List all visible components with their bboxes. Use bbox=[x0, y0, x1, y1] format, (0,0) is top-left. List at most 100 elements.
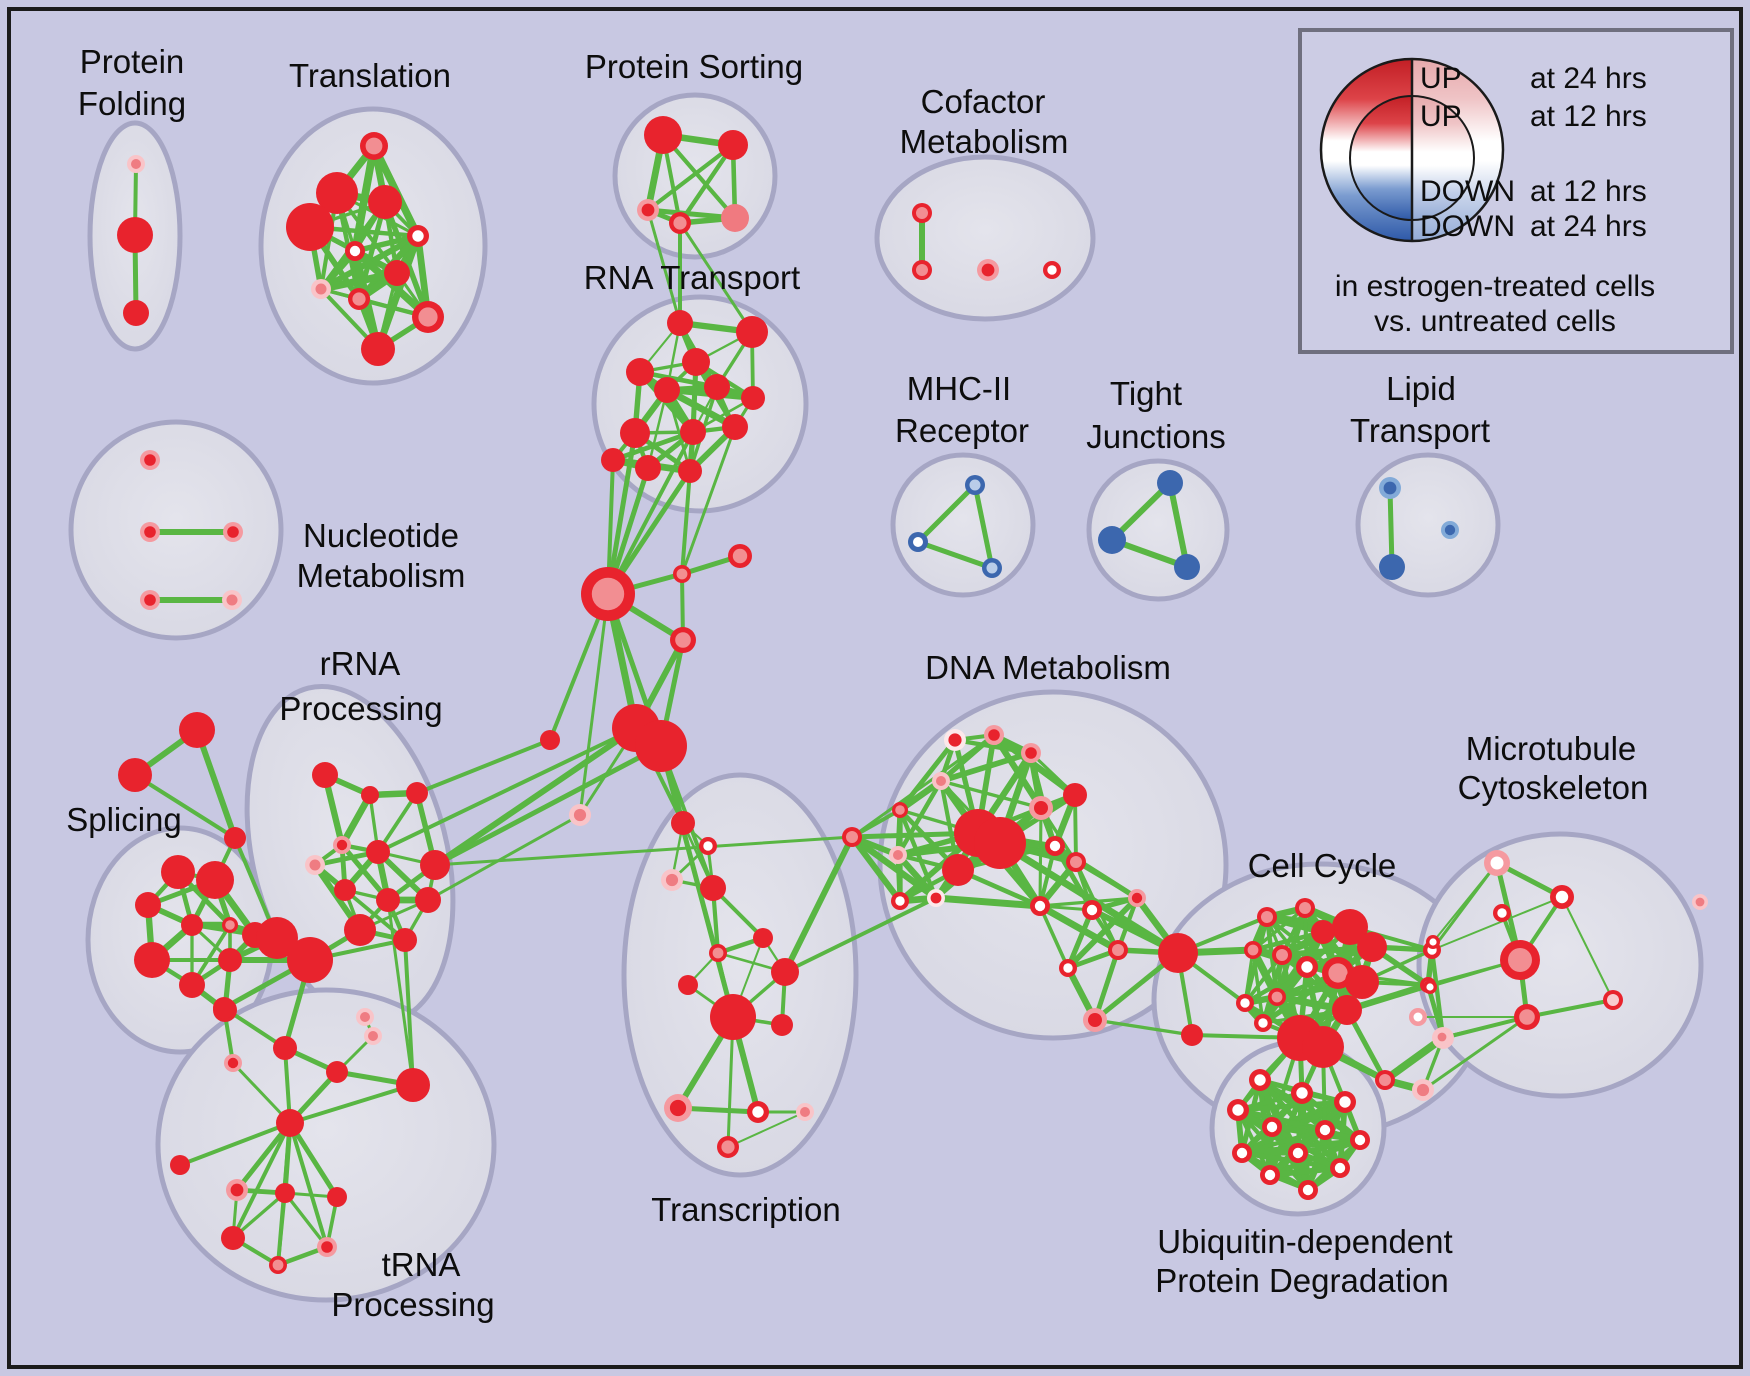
network-node[interactable] bbox=[118, 758, 152, 792]
network-node[interactable] bbox=[179, 712, 215, 748]
network-node[interactable] bbox=[366, 840, 390, 864]
network-node[interactable] bbox=[741, 386, 765, 410]
network-node[interactable] bbox=[569, 804, 591, 826]
network-node[interactable] bbox=[222, 590, 242, 610]
network-node[interactable] bbox=[333, 836, 351, 854]
network-node[interactable] bbox=[1098, 526, 1126, 554]
network-node[interactable] bbox=[635, 455, 661, 481]
network-node[interactable] bbox=[974, 817, 1026, 869]
network-node[interactable] bbox=[1332, 909, 1368, 945]
network-node[interactable] bbox=[1350, 1130, 1370, 1150]
network-node[interactable] bbox=[908, 532, 928, 552]
network-node[interactable] bbox=[984, 725, 1004, 745]
network-node[interactable] bbox=[140, 450, 160, 470]
network-node[interactable] bbox=[1692, 894, 1708, 910]
network-node[interactable] bbox=[345, 241, 365, 261]
network-node[interactable] bbox=[944, 729, 966, 751]
network-node[interactable] bbox=[661, 869, 683, 891]
network-node[interactable] bbox=[127, 155, 145, 173]
network-node[interactable] bbox=[728, 544, 752, 568]
network-node[interactable] bbox=[275, 1183, 295, 1203]
network-node[interactable] bbox=[1181, 1024, 1203, 1046]
network-node[interactable] bbox=[1232, 1143, 1252, 1163]
network-node[interactable] bbox=[1296, 956, 1318, 978]
network-node[interactable] bbox=[671, 811, 695, 835]
network-node[interactable] bbox=[276, 1109, 304, 1137]
network-node[interactable] bbox=[704, 374, 730, 400]
network-node[interactable] bbox=[364, 1027, 382, 1045]
network-node[interactable] bbox=[1375, 1070, 1395, 1090]
network-node[interactable] bbox=[360, 132, 388, 160]
network-node[interactable] bbox=[312, 762, 338, 788]
network-node[interactable] bbox=[1332, 995, 1362, 1025]
network-node[interactable] bbox=[1158, 933, 1198, 973]
network-node[interactable] bbox=[927, 889, 945, 907]
network-node[interactable] bbox=[334, 879, 356, 901]
network-node[interactable] bbox=[396, 1068, 430, 1102]
network-node[interactable] bbox=[1066, 852, 1086, 872]
network-node[interactable] bbox=[1227, 1099, 1249, 1121]
network-node[interactable] bbox=[667, 310, 693, 336]
network-node[interactable] bbox=[1021, 743, 1041, 763]
network-node[interactable] bbox=[1268, 988, 1286, 1006]
network-node[interactable] bbox=[680, 419, 706, 445]
network-node[interactable] bbox=[1357, 932, 1387, 962]
network-node[interactable] bbox=[407, 225, 429, 247]
network-node[interactable] bbox=[1484, 850, 1510, 876]
network-node[interactable] bbox=[965, 475, 985, 495]
network-node[interactable] bbox=[1288, 1143, 1308, 1163]
network-node[interactable] bbox=[1500, 940, 1540, 980]
network-node[interactable] bbox=[179, 972, 205, 998]
network-node[interactable] bbox=[771, 958, 799, 986]
network-node[interactable] bbox=[134, 942, 170, 978]
network-node[interactable] bbox=[269, 1256, 287, 1274]
network-node[interactable] bbox=[273, 1036, 297, 1060]
network-node[interactable] bbox=[406, 782, 428, 804]
network-node[interactable] bbox=[1272, 945, 1292, 965]
network-node[interactable] bbox=[196, 861, 234, 899]
network-node[interactable] bbox=[1063, 783, 1087, 807]
network-node[interactable] bbox=[736, 316, 768, 348]
network-node[interactable] bbox=[1412, 1079, 1434, 1101]
network-node[interactable] bbox=[718, 130, 748, 160]
network-node[interactable] bbox=[721, 204, 749, 232]
network-node[interactable] bbox=[327, 1187, 347, 1207]
network-node[interactable] bbox=[361, 786, 379, 804]
network-node[interactable] bbox=[912, 203, 932, 223]
network-node[interactable] bbox=[1262, 1117, 1282, 1137]
network-node[interactable] bbox=[311, 279, 331, 299]
network-node[interactable] bbox=[891, 892, 909, 910]
network-node[interactable] bbox=[226, 1179, 248, 1201]
network-node[interactable] bbox=[223, 522, 243, 542]
network-node[interactable] bbox=[1291, 1082, 1313, 1104]
network-node[interactable] bbox=[1295, 898, 1315, 918]
network-node[interactable] bbox=[654, 377, 680, 403]
network-node[interactable] bbox=[1043, 261, 1061, 279]
network-node[interactable] bbox=[540, 730, 560, 750]
network-node[interactable] bbox=[678, 975, 698, 995]
network-node[interactable] bbox=[1298, 1180, 1318, 1200]
network-node[interactable] bbox=[140, 590, 160, 610]
network-node[interactable] bbox=[326, 1061, 348, 1083]
network-node[interactable] bbox=[670, 627, 696, 653]
network-node[interactable] bbox=[682, 348, 710, 376]
network-node[interactable] bbox=[1379, 477, 1401, 499]
network-node[interactable] bbox=[1434, 1029, 1450, 1045]
network-node[interactable] bbox=[213, 997, 235, 1019]
network-node[interactable] bbox=[892, 802, 908, 818]
network-node[interactable] bbox=[356, 1008, 374, 1026]
network-node[interactable] bbox=[221, 1226, 245, 1250]
network-node[interactable] bbox=[717, 1136, 739, 1158]
network-node[interactable] bbox=[170, 1155, 190, 1175]
network-node[interactable] bbox=[1244, 941, 1262, 959]
network-node[interactable] bbox=[669, 212, 691, 234]
network-node[interactable] bbox=[1334, 1091, 1356, 1113]
network-node[interactable] bbox=[286, 203, 334, 251]
network-node[interactable] bbox=[1423, 980, 1437, 994]
network-node[interactable] bbox=[1045, 836, 1065, 856]
network-node[interactable] bbox=[316, 172, 358, 214]
network-node[interactable] bbox=[710, 994, 756, 1040]
network-node[interactable] bbox=[1236, 994, 1254, 1012]
network-node[interactable] bbox=[1603, 990, 1623, 1010]
network-node[interactable] bbox=[889, 846, 907, 864]
